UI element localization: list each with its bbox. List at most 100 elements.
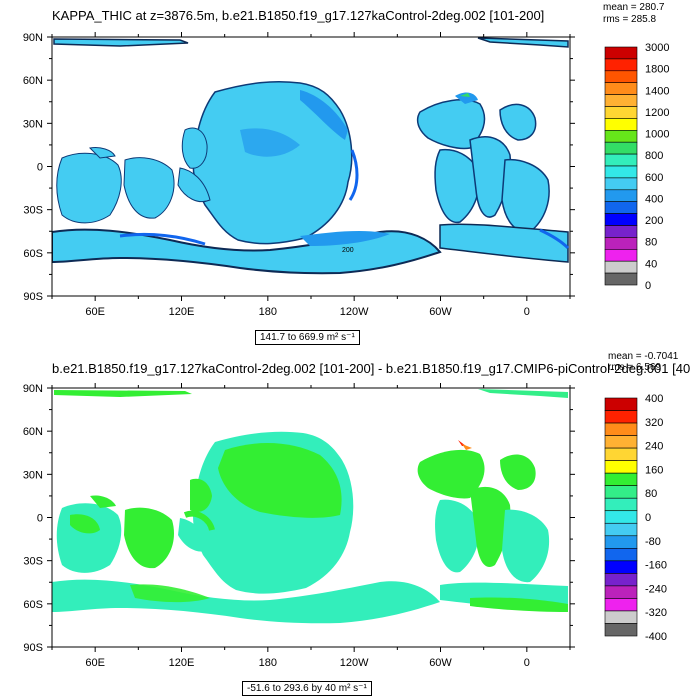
- cb2-label: 160: [645, 464, 663, 476]
- cb1-color-box: [604, 189, 638, 203]
- map2-x-tick-label: 180: [259, 657, 277, 669]
- map2-indian-ocean-patch: [70, 514, 100, 534]
- map1-title: KAPPA_THIC at z=3876.5m, b.e21.B1850.f19…: [52, 8, 545, 23]
- cb1-label: 400: [645, 193, 663, 205]
- cb1-label: 3000: [645, 42, 669, 54]
- cb1-color-box: [604, 165, 638, 179]
- map2-y-tick-label: 90N: [23, 383, 43, 395]
- cb1-color-box: [604, 70, 638, 84]
- map2-x-tick-label: 120E: [169, 657, 195, 669]
- cb1-color-box: [604, 213, 638, 226]
- cb2-color-box: [604, 422, 638, 436]
- cb1-label: 80: [645, 237, 657, 249]
- map1-north-atlantic-deep: [455, 92, 478, 104]
- cb2-label: -80: [645, 536, 661, 548]
- map1-tropical-atlantic: [434, 148, 480, 224]
- map1-southern-edge-east: [539, 228, 570, 250]
- colorbar-2: 400 320 240 160 80 0 -80 -160 -240 -320 -400: [604, 393, 667, 643]
- map1-x-tick-label: 60E: [85, 306, 105, 318]
- map1-range-box: 141.7 to 669.9 m² s⁻¹: [255, 330, 360, 345]
- cb1-color-box: [604, 46, 638, 60]
- map1-x-tick-label: 120E: [169, 306, 195, 318]
- cb2-color-box: [604, 585, 638, 599]
- cb2-label: -400: [645, 631, 667, 643]
- map2-range-box: -51.6 to 293.6 by 40 m² s⁻¹: [242, 681, 372, 696]
- map2-field: [52, 389, 568, 624]
- map2-rms: rms = 6.569: [608, 362, 662, 373]
- map2-pacific-positive-core: [218, 443, 342, 518]
- map2-y-tick-label: 30S: [23, 556, 43, 568]
- map2-indian-ocean-west: [56, 503, 122, 573]
- map2-arabian-sea: [90, 495, 116, 508]
- map1-southern-edge-west: [119, 232, 206, 246]
- cb2-color-box: [604, 522, 638, 537]
- map1-southern-deep-band: [300, 230, 390, 246]
- cb1-label: 1800: [645, 64, 669, 76]
- map1-indian-ocean-east: [123, 157, 175, 219]
- map2-x-tick-label: 60E: [85, 657, 105, 669]
- map2-x-tick-label: 60W: [429, 657, 452, 669]
- map2-arctic-strip-east: [478, 389, 568, 398]
- map2-anomaly-spot-red: [458, 440, 466, 446]
- map2-y-tick-label: 60S: [23, 599, 43, 611]
- cb2-color-box: [604, 485, 638, 499]
- map2-indonesia-edge: [183, 510, 215, 531]
- map2: 60E 120E 180 120W 60W 0 90N 60N 30N 0 30S 60S 90S: [23, 383, 575, 669]
- map2-y-tick-label: 30N: [23, 469, 43, 481]
- map1: 200 60E 120E 180 120W 60W 0 90N 60N 30N 0 30S 60S 90…: [23, 32, 575, 318]
- cb2-color-box: [604, 610, 638, 624]
- cb1-color-box: [604, 118, 638, 131]
- map2-x-tick-label: 120W: [340, 657, 369, 669]
- cb1-label: 40: [645, 258, 657, 270]
- cb1-color-box: [604, 94, 638, 107]
- cb2-label: -240: [645, 583, 667, 595]
- cb2-color-box: [604, 598, 638, 612]
- cb2-label: 400: [645, 393, 663, 405]
- cb2-label: 240: [645, 441, 663, 453]
- cb2-color-box: [604, 410, 638, 424]
- map1-pacific-patch: [240, 128, 300, 157]
- map2-anomaly-spot-orange: [462, 444, 472, 450]
- cb2-color-box: [604, 535, 638, 549]
- cb1-color-box: [604, 130, 638, 143]
- map1-indian-ocean-west: [56, 152, 122, 224]
- map1-field: [52, 37, 570, 275]
- map1-arctic-strip-west: [53, 38, 189, 47]
- cb1-label: 1400: [645, 85, 669, 97]
- map1-southeast-atlantic: [501, 158, 550, 233]
- cb2-color-box: [604, 560, 638, 574]
- cb1-color-box: [604, 237, 638, 250]
- cb1-color-box: [604, 272, 638, 286]
- cb1-color-box: [604, 106, 638, 119]
- map2-x-tick-label: 0: [524, 657, 530, 669]
- map2-philippine-region: [190, 478, 212, 512]
- map1-rms: rms = 285.8: [603, 14, 657, 25]
- map2-norwegian-sea: [500, 454, 536, 490]
- cb1-color-box: [604, 153, 638, 167]
- cb1-label: 1200: [645, 107, 669, 119]
- map1-y-tick-label: 0: [37, 162, 43, 174]
- cb2-color-box: [604, 497, 638, 512]
- cb1-label: 1000: [645, 129, 669, 141]
- cb1-label: 800: [645, 150, 663, 162]
- map2-southern-positive-east: [470, 597, 568, 612]
- map1-y-tick-label: 90S: [23, 291, 43, 303]
- map1-y-tick-label: 90N: [23, 32, 43, 44]
- cb1-color-box: [604, 225, 638, 238]
- cb1-color-box: [604, 82, 638, 95]
- cb1-label: 200: [645, 215, 663, 227]
- map1-small-green-patch: [460, 93, 470, 97]
- cb1-color-box: [604, 58, 638, 72]
- map1-arctic-strip-east: [477, 37, 569, 48]
- cb2-color-box: [604, 435, 638, 449]
- map1-ticks: 60E 120E 180 120W 60W 0 90N 60N 30N 0 30S 60S 90S: [23, 32, 575, 318]
- map2-ticks: 60E 120E 180 120W 60W 0 90N 60N 30N 0 30S 60S 90S: [23, 383, 575, 669]
- map2-southeast-atlantic: [502, 509, 550, 583]
- cb2-color-box: [604, 548, 638, 562]
- cb2-color-box: [604, 397, 638, 411]
- map2-north-atlantic: [417, 449, 485, 499]
- cb1-label: 600: [645, 172, 663, 184]
- map1-contour-label: 200: [342, 247, 354, 254]
- map2-title: b.e21.B1850.f19_g17.127kaControl-2deg.00…: [52, 361, 691, 376]
- map2-y-tick-label: 60N: [23, 426, 43, 438]
